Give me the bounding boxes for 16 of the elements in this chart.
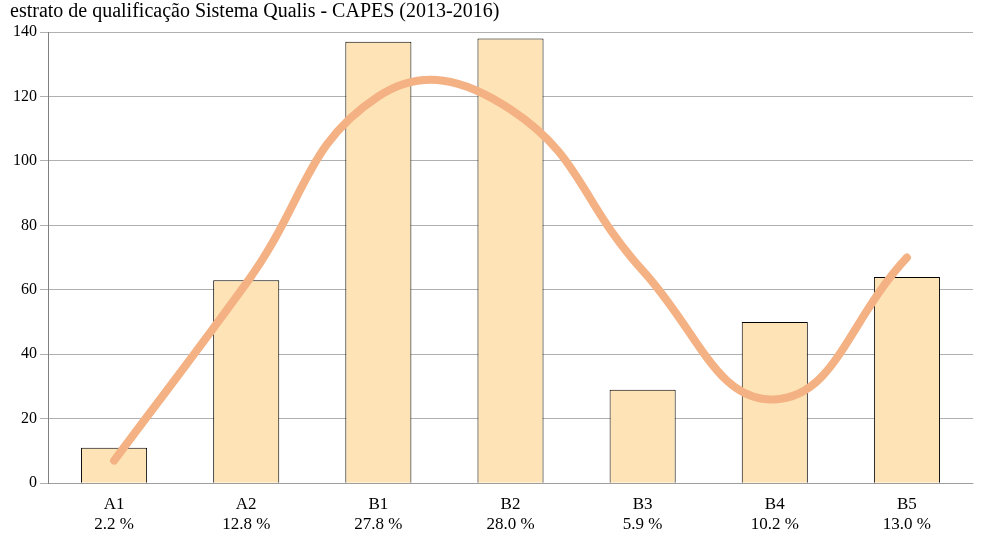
y-tick-label: 60 <box>21 280 37 298</box>
x-tick-label: B1 27.8 % <box>354 493 403 534</box>
x-tick-label: B3 5.9 % <box>622 493 663 534</box>
y-tick-label: 120 <box>13 86 37 104</box>
x-tick-label: B2 28.0 % <box>486 493 535 534</box>
y-tick-label: 100 <box>13 151 37 169</box>
x-tick-label: A1 2.2 % <box>94 493 134 534</box>
x-tick-label: B4 10.2 % <box>750 493 799 534</box>
x-tick-label: B5 13.0 % <box>882 493 932 534</box>
chart-title: estrato de qualificação Sistema Qualis - CAPES (2013-2016) <box>10 0 500 23</box>
y-tick-label: 20 <box>21 408 37 426</box>
x-tick-label: A2 12.8 % <box>222 493 271 534</box>
y-tick-label: 40 <box>21 344 37 362</box>
y-tick-label: 80 <box>21 215 37 233</box>
y-tick-label: 0 <box>29 473 37 491</box>
y-tick-label: 140 <box>13 22 37 40</box>
